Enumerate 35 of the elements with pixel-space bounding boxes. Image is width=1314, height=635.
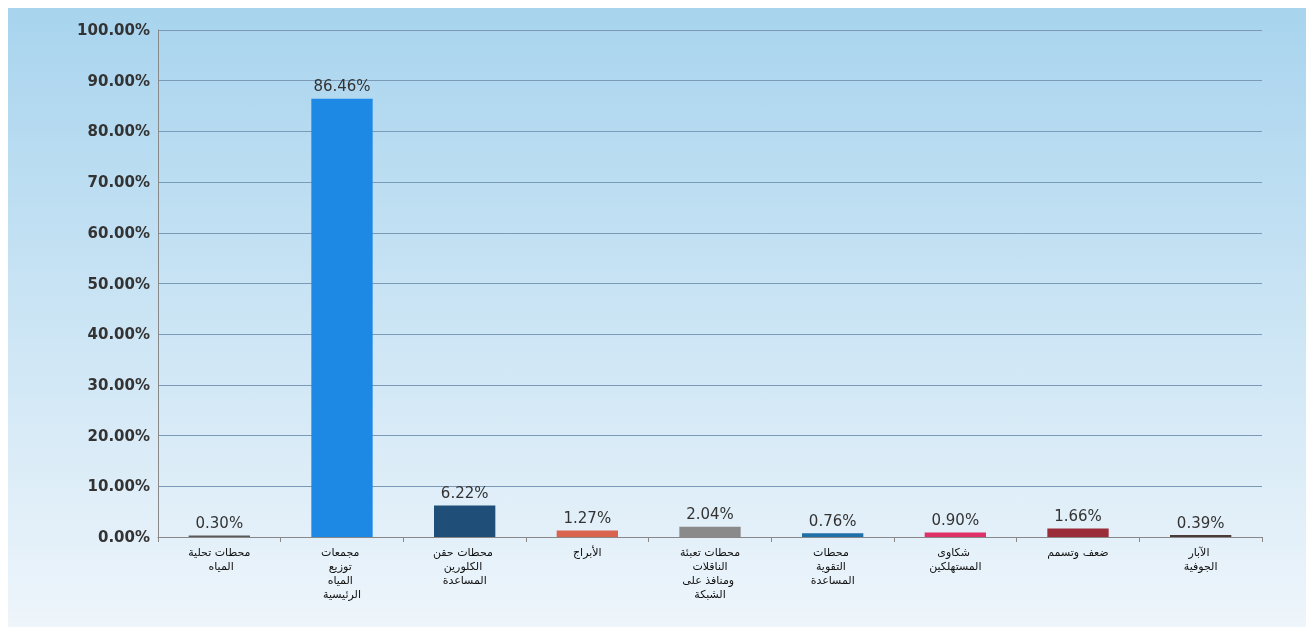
data-label: 6.22% (440, 483, 489, 502)
x-tick-label: الأبراج (573, 544, 602, 559)
y-tick-label: 20.00% (87, 426, 150, 445)
data-label: 2.04% (686, 505, 734, 524)
bar (1047, 528, 1109, 537)
data-label: 0.39% (1176, 513, 1225, 532)
bar (924, 532, 986, 537)
y-tick-label: 60.00% (87, 223, 150, 242)
y-tick-label: 90.00% (87, 71, 150, 90)
data-label: 0.30% (195, 513, 244, 532)
data-label: 0.90% (931, 510, 980, 529)
x-tick-label: الآبار الجوفية (1183, 545, 1218, 573)
x-tick-label: مجمعات توزيع المياه الرئيسية (321, 545, 363, 601)
bar (802, 533, 864, 537)
y-tick-label: 10.00% (87, 477, 150, 496)
x-tick-label: محطات تحلية المياه (188, 545, 251, 573)
y-tick-label: 40.00% (87, 325, 150, 344)
bar (556, 530, 618, 537)
y-tick-label: 100.00% (77, 21, 150, 39)
x-tick-label: محطات حقن الكلورين المساعدة (432, 545, 497, 587)
x-tick-label: محطات تعبئة الناقلات ومنافذ على الشبكة (679, 545, 741, 601)
y-tick-label: 30.00% (87, 375, 150, 394)
y-tick-label: 50.00% (87, 274, 150, 293)
y-tick-label: 0.00% (97, 528, 150, 546)
y-tick-label: 80.00% (87, 122, 150, 141)
data-label: 0.76% (808, 511, 857, 530)
y-tick-label: 70.00% (87, 173, 150, 192)
data-label: 1.66% (1054, 507, 1102, 526)
x-tick-label: ضعف وتسمم (1047, 545, 1109, 559)
data-label: 1.27% (563, 509, 612, 528)
bar (434, 505, 496, 537)
data-label: 86.46% (313, 77, 371, 96)
bar (311, 98, 373, 537)
x-tick-label: شكاوى المستهلكين (929, 545, 982, 573)
x-tick-label: محطات التقوية المساعدة (810, 545, 855, 587)
